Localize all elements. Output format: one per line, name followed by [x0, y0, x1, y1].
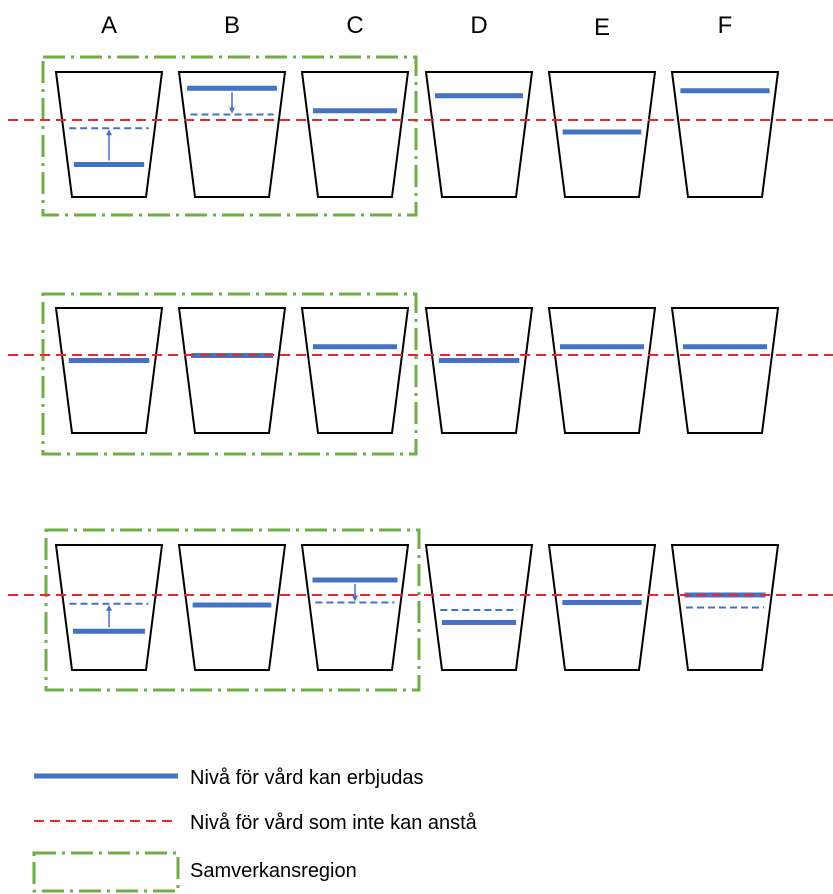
cup-b: [177, 71, 287, 198]
legend-region-swatch: [32, 851, 180, 893]
cup-e: [547, 544, 657, 671]
cup-outline: [177, 544, 287, 671]
legend-solid-label: Nivå för vård kan erbjudas: [190, 767, 423, 789]
cup-outline: [177, 71, 287, 198]
cup-f: [670, 544, 780, 671]
cup-outline: [300, 307, 410, 434]
cooperation-regions: [41, 55, 421, 692]
cup-outline: [424, 307, 534, 434]
column-label-a: A: [101, 12, 117, 39]
cup-b: [177, 544, 287, 671]
column-label-b: B: [224, 12, 240, 39]
cup-outline: [424, 71, 534, 198]
cup-outline: [547, 307, 657, 434]
cup-row-2: [54, 307, 780, 434]
cup-c: [300, 307, 410, 434]
cup-outline: [670, 307, 780, 434]
legend: Nivå för vård kan erbjudas Nivå för vård…: [32, 767, 478, 893]
cup-outline: [54, 71, 164, 198]
column-label-d: D: [470, 12, 487, 39]
cup-f: [670, 307, 780, 434]
cup-b: [177, 307, 287, 434]
region-box-2: [41, 292, 418, 456]
cup-c: [300, 71, 410, 198]
cup-a: [54, 71, 164, 198]
cup-row-3: [54, 544, 780, 671]
cup-outline: [54, 544, 164, 671]
cup-rows: [54, 71, 780, 671]
region-box-3: [44, 528, 421, 692]
cup-d: [424, 544, 534, 671]
cup-outline: [547, 544, 657, 671]
column-labels: A B C D E F: [101, 12, 732, 41]
cup-outline: [424, 544, 534, 671]
cup-outline: [54, 307, 164, 434]
cup-d: [424, 307, 534, 434]
cup-outline: [300, 71, 410, 198]
column-label-c: C: [346, 12, 363, 39]
legend-dashed-label: Nivå för vård som inte kan anstå: [190, 812, 478, 834]
cup-d: [424, 71, 534, 198]
cup-c: [300, 544, 410, 671]
cup-row-1: [54, 71, 780, 198]
cup-a: [54, 544, 164, 671]
cup-e: [547, 71, 657, 198]
cup-outline: [177, 307, 287, 434]
cup-outline: [670, 71, 780, 198]
cup-outline: [300, 544, 410, 671]
cup-a: [54, 307, 164, 434]
column-label-e: E: [594, 14, 610, 41]
cup-outline: [547, 71, 657, 198]
cup-outline: [670, 544, 780, 671]
cup-f: [670, 71, 780, 198]
cup-e: [547, 307, 657, 434]
region-box-1: [41, 55, 418, 217]
urgent-level-lines: [8, 119, 833, 596]
legend-region-label: Samverkansregion: [190, 860, 357, 882]
column-label-f: F: [718, 12, 733, 39]
